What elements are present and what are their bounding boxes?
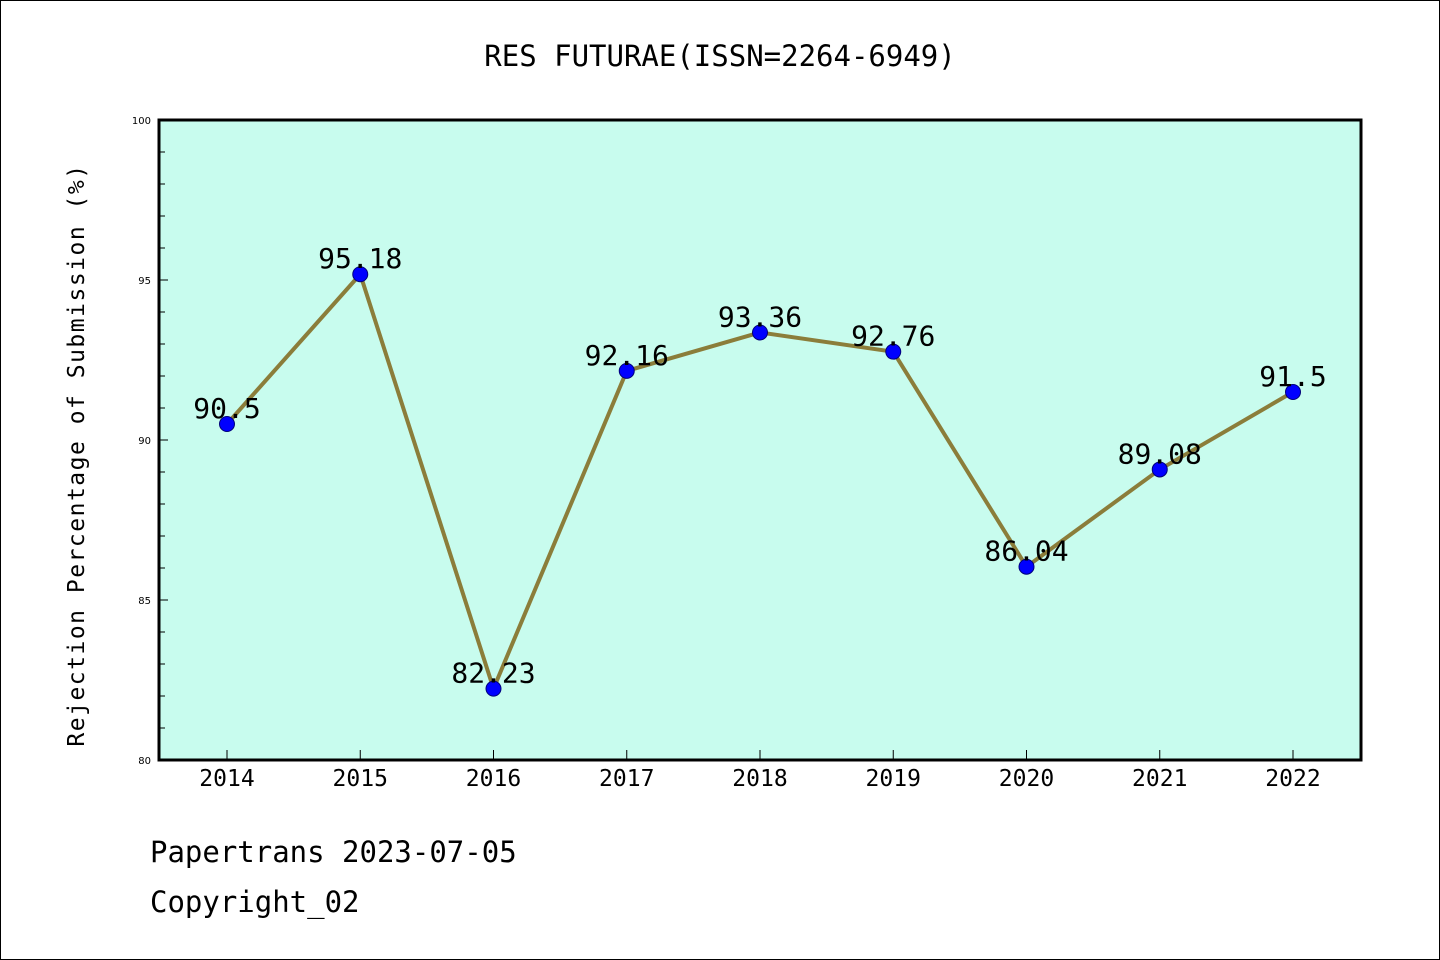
data-label: 95.18 [318,242,402,275]
x-tick-label: 2014 [199,766,254,792]
data-point [352,266,369,283]
y-axis-label: Rejection Percentage of Submission (%) [64,163,90,746]
data-label: 93.36 [718,300,802,333]
y-tick-label: 80 [138,756,151,767]
data-point [752,324,768,341]
x-tick-label: 2022 [1265,766,1320,792]
x-tick-label: 2018 [732,766,787,792]
plot-area [157,118,1363,762]
data-point [1285,384,1301,400]
x-tick-label: 2016 [466,766,521,792]
series-layer [219,266,1301,697]
x-tick-label: 2020 [999,766,1054,792]
y-axis: 80 85 90 95 100 [132,116,168,767]
data-labels: 90.5 95.18 82.23 92.16 93.36 92.76 86.04 89.08 9… [193,242,1326,689]
data-point [219,416,235,432]
data-point [885,343,902,360]
data-point [618,362,635,379]
y-tick-label: 95 [138,276,151,287]
y-tick-label: 85 [138,596,151,607]
data-point [1151,461,1168,478]
x-tick-label: 2019 [866,766,921,792]
data-label: 92.76 [851,320,935,353]
data-label: 92.16 [585,339,669,372]
x-tick-label: 2021 [1132,766,1187,792]
footer-date: Papertrans 2023-07-05 [150,835,517,869]
x-tick-label: 2017 [599,766,654,792]
y-tick-label: 100 [132,116,151,127]
chart-title: RES FUTURAE(ISSN=2264-6949) [484,39,955,73]
data-point [1018,558,1035,575]
x-tick-label: 2015 [333,766,388,792]
data-point [485,680,502,697]
data-label: 91.5 [1259,360,1326,393]
data-label: 86.04 [984,535,1068,568]
y-tick-label: 90 [138,436,151,447]
footer-copyright: Copyright_02 [150,885,360,919]
data-label: 90.5 [193,392,260,425]
data-label: 82.23 [451,657,535,690]
data-label: 89.08 [1118,437,1202,470]
x-axis: 2014 2015 2016 2017 2018 2019 2020 2021 2022 [199,750,1321,792]
